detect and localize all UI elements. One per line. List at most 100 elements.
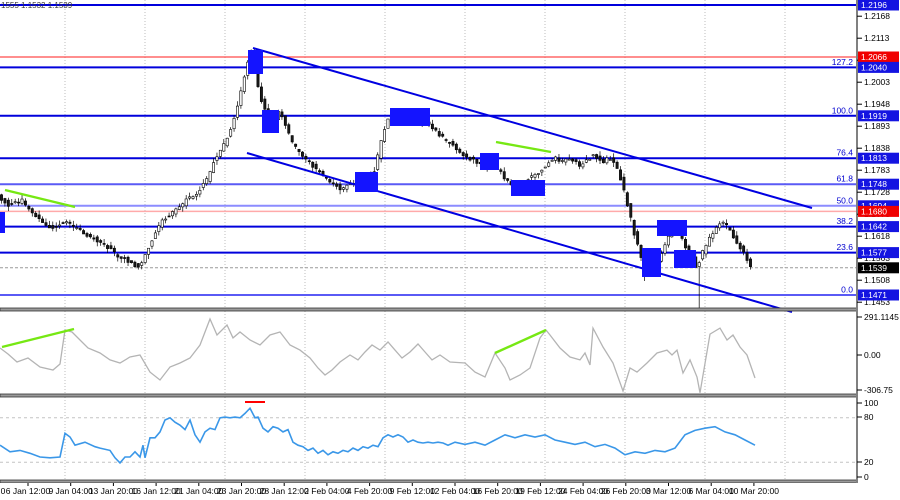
time-axis-label: 28 Jan 12:00 xyxy=(260,486,309,496)
fib-level-label: 0.0 xyxy=(841,285,853,295)
candle-bear xyxy=(51,225,55,229)
descending-trendline[interactable] xyxy=(246,152,793,313)
candle-bear xyxy=(68,221,72,224)
candle-bull xyxy=(171,211,174,217)
time-axis-label: 21 Jan 04:00 xyxy=(174,486,223,496)
candle-bull xyxy=(205,178,209,184)
candle-bull xyxy=(342,187,345,190)
descending-trendline[interactable] xyxy=(252,47,813,209)
candle-bull xyxy=(567,158,571,161)
order-block-rect[interactable] xyxy=(0,212,5,233)
candle-bear xyxy=(283,115,287,126)
panel-separator[interactable] xyxy=(0,479,900,484)
candle-bull xyxy=(236,105,239,118)
fib-level-label: 127.2 xyxy=(832,57,854,67)
time-axis-label: 9 Feb 12:00 xyxy=(390,486,436,496)
candle-bear xyxy=(725,223,728,225)
fib-labels: 127.2 100.0 76.4 61.8 50.0 38.2 23.6 0.0 xyxy=(832,57,854,295)
candle-bear xyxy=(468,157,472,161)
price-axis-label: 1.1783 xyxy=(864,165,890,175)
time-axis-label: 6 Jan 12:00 xyxy=(6,486,51,496)
price-axis-label: 1.2113 xyxy=(864,33,890,43)
panel-separator[interactable] xyxy=(0,307,900,312)
price-level-badge xyxy=(858,51,899,63)
order-block-rect[interactable] xyxy=(674,250,696,268)
candle-bear xyxy=(259,86,263,102)
candle-bull xyxy=(212,162,215,173)
candle-bear xyxy=(684,239,687,249)
candle-bull xyxy=(13,201,17,203)
candle-bull xyxy=(153,232,157,239)
fib-level-label: 38.2 xyxy=(836,216,853,226)
order-block-rect[interactable] xyxy=(390,108,430,126)
candle-bear xyxy=(430,123,434,130)
order-block-rect[interactable] xyxy=(642,248,661,277)
candle-bear xyxy=(745,252,749,261)
price-axis-label: 1.1893 xyxy=(864,121,890,131)
order-block-rect[interactable] xyxy=(480,153,499,170)
panel-separator[interactable] xyxy=(0,393,900,398)
candle-bear xyxy=(263,98,267,110)
candle-bear xyxy=(287,124,291,134)
order-block-rect[interactable] xyxy=(657,220,687,236)
price-badge-label: 1.1680 xyxy=(861,206,887,216)
order-block-rect[interactable] xyxy=(248,50,263,74)
price-level-badge xyxy=(858,200,899,212)
candle-bear xyxy=(47,225,51,229)
candle-bear xyxy=(448,142,451,144)
candle-bull xyxy=(201,183,205,188)
time-axis-label: 26 Feb 20:00 xyxy=(601,486,651,496)
candle-bull xyxy=(711,233,715,239)
candle-bear xyxy=(472,156,475,160)
candle-bear xyxy=(601,159,605,164)
divergence-line[interactable] xyxy=(4,188,76,209)
candle-bull xyxy=(164,218,168,221)
candle-bear xyxy=(106,245,109,249)
price-level-badge xyxy=(858,61,899,73)
candle-bear xyxy=(454,143,458,151)
order-block-rect[interactable] xyxy=(511,180,545,196)
price-axis[interactable]: 1.21681.21131.20581.20031.19481.18931.18… xyxy=(856,0,900,483)
price-badge-label: 1.1919 xyxy=(861,111,887,121)
candle-bear xyxy=(10,203,14,205)
price-axis-bg xyxy=(857,0,900,483)
candle-bull xyxy=(663,244,667,254)
candle-bear xyxy=(280,111,284,118)
price-axis-label: 1.2168 xyxy=(864,11,890,21)
oscillator-axis-label: 0.00 xyxy=(864,350,881,360)
candle-bear xyxy=(742,245,746,253)
candle-bear xyxy=(71,224,75,227)
order-block-rect[interactable] xyxy=(262,110,279,133)
price-badge-label: 1.2040 xyxy=(861,62,887,72)
time-axis-label: 3 Mar 12:00 xyxy=(646,486,692,496)
candle-bear xyxy=(749,258,752,267)
candle-bull xyxy=(721,221,725,224)
divergence-line[interactable] xyxy=(494,328,547,355)
price-badge-label: 1.1471 xyxy=(861,290,887,300)
price-axis-label: 1.2003 xyxy=(864,77,890,87)
candle-bull xyxy=(75,227,79,229)
candle-bear xyxy=(629,203,633,218)
price-badge-label: 1.1694 xyxy=(861,201,887,211)
candle-bull xyxy=(157,225,161,232)
price-badge-label: 1.1577 xyxy=(861,248,887,258)
time-axis-label: 0 xyxy=(1,486,6,496)
order-block-rect[interactable] xyxy=(355,172,378,192)
candle-bull xyxy=(198,190,202,195)
price-level-badge xyxy=(858,178,899,190)
candle-bear xyxy=(123,257,127,259)
candle-bull xyxy=(232,118,236,130)
candle-bear xyxy=(444,139,448,141)
divergence-line[interactable] xyxy=(495,140,552,154)
candle-bull xyxy=(160,219,164,228)
candle-bull xyxy=(143,254,147,263)
candle-bear xyxy=(88,234,92,238)
candle-bear xyxy=(3,198,7,204)
divergence-line[interactable] xyxy=(1,327,75,349)
candle-bear xyxy=(595,154,599,159)
oscillator-axis-label: 100 xyxy=(864,398,878,408)
candle-bull xyxy=(150,240,154,247)
